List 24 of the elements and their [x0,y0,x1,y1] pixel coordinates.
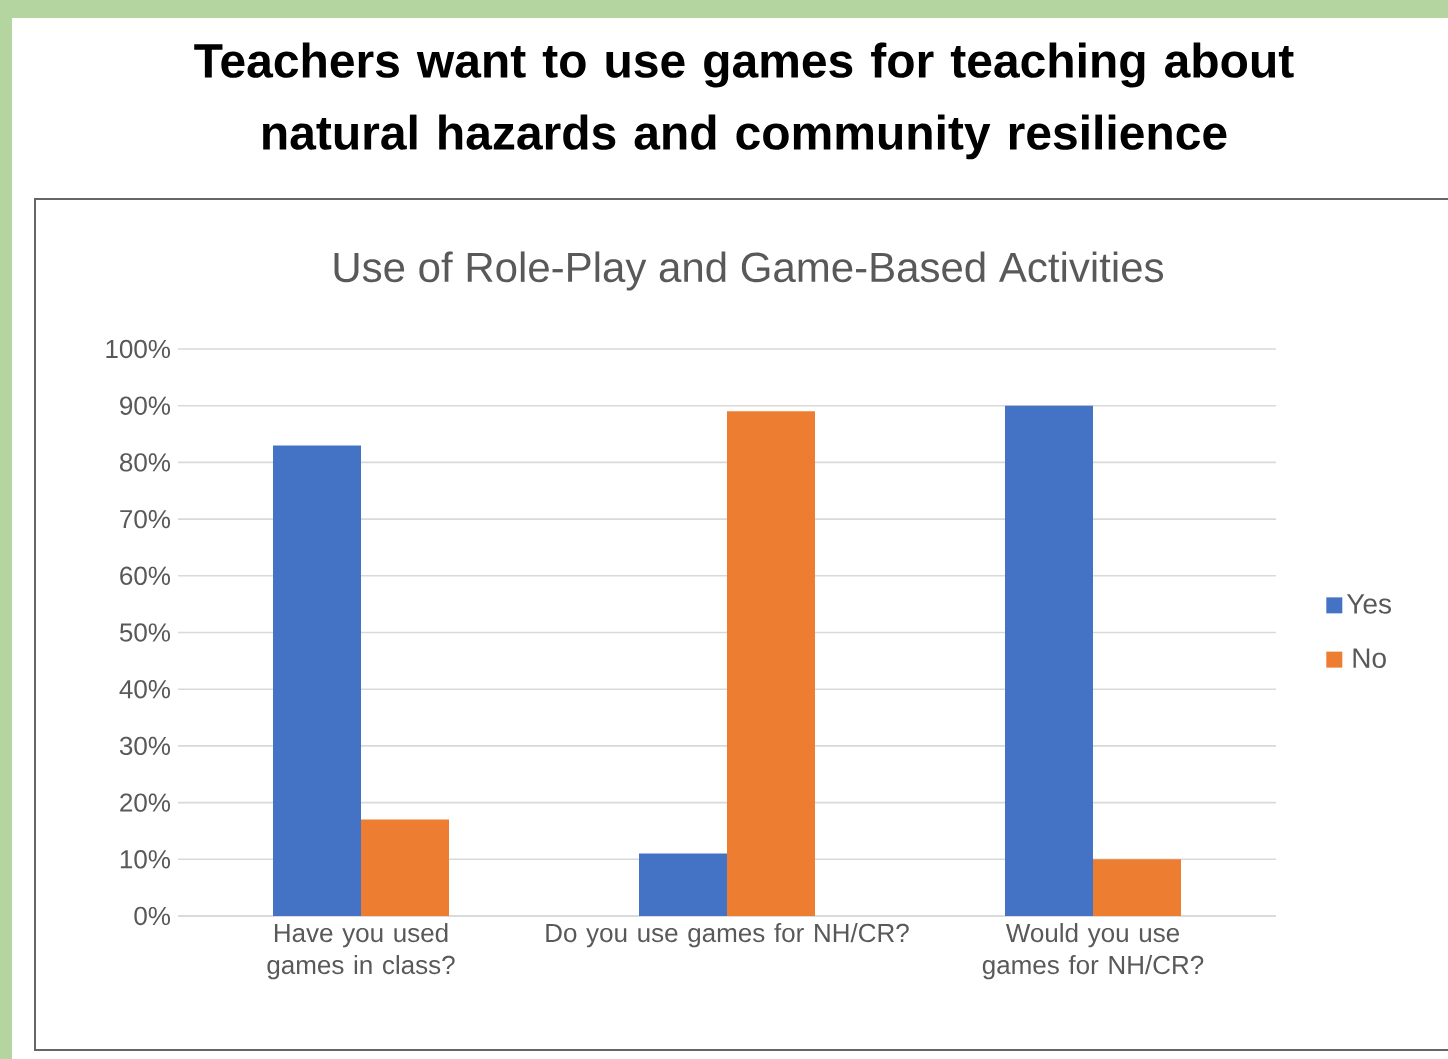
y-tick-label: 0% [134,906,171,926]
chart-subtitle: Use of Role-Play and Game-Based Activities [334,251,1164,291]
y-tick-label: 50% [119,623,171,642]
y-tick-label: 70% [120,509,171,529]
bar [273,445,361,916]
y-tick-label: 100% [106,339,171,359]
bar [1005,405,1093,916]
y-tick-label: 60% [120,566,171,585]
y-tick-label: 10% [120,850,171,869]
bar [1093,859,1181,916]
x-tick-label: Would you use games for NH/CR? [982,923,1204,980]
legend-label: No [1353,648,1386,669]
y-tick-label: 20% [120,793,171,812]
chart-title: Teachers want to use games for teaching about natural hazards and community resilience [194,42,1294,160]
bar [727,411,815,916]
y-tick-label: 40% [119,679,171,699]
y-tick-label: 80% [120,453,171,472]
y-tick-label: 90% [120,396,171,415]
bar [361,819,449,916]
y-tick-label: 30% [119,736,171,756]
bar [639,853,727,916]
x-tick-label: Do you use games for NH/CR? [546,923,909,948]
x-tick-label: Have you used games in class? [267,923,455,980]
legend-label: Yes [1346,594,1391,614]
